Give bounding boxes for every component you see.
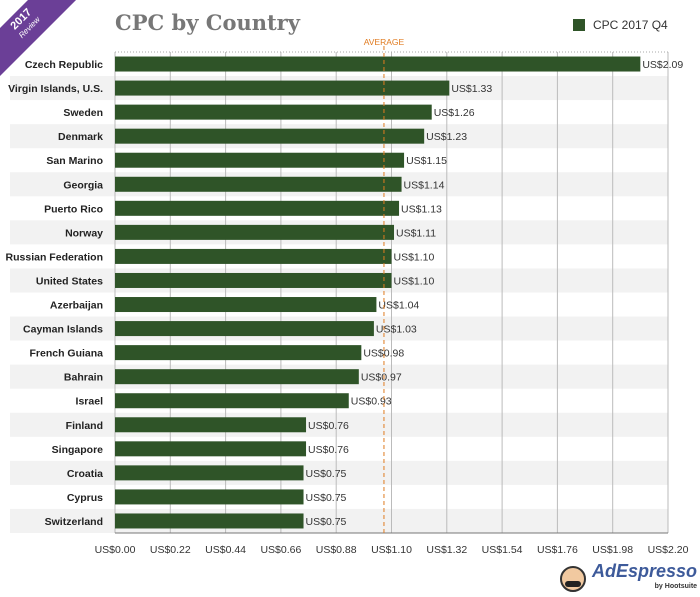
bar — [115, 152, 405, 168]
x-tick-label: US$0.44 — [205, 544, 246, 556]
legend-swatch — [573, 19, 585, 31]
category-label: Georgia — [63, 179, 103, 191]
chart-title: CPC by Country — [115, 10, 300, 35]
category-label: French Guiana — [29, 348, 103, 360]
category-label: San Marino — [46, 155, 103, 167]
bar — [115, 80, 450, 96]
category-label: Russian Federation — [6, 251, 103, 263]
logo-name: AdEspresso — [592, 561, 698, 581]
data-label: US$1.13 — [401, 203, 442, 215]
data-label: US$0.76 — [308, 420, 349, 432]
data-label: US$1.15 — [406, 155, 447, 167]
bar — [115, 248, 392, 264]
category-label: Finland — [66, 420, 103, 432]
category-label: Azerbaijan — [50, 300, 103, 312]
bar — [115, 513, 304, 529]
x-tick-label: US$1.32 — [426, 544, 467, 556]
bar — [115, 321, 374, 337]
data-label: US$0.93 — [351, 396, 392, 408]
data-label: US$1.11 — [396, 227, 436, 239]
data-label: US$1.10 — [394, 251, 435, 263]
x-tick-label: US$0.00 — [95, 544, 136, 556]
data-label: US$0.97 — [361, 372, 402, 384]
legend: CPC 2017 Q4 — [573, 18, 668, 32]
legend-label: CPC 2017 Q4 — [593, 18, 668, 32]
bar — [115, 176, 402, 192]
data-label: US$1.14 — [404, 179, 445, 191]
category-label: Cyprus — [67, 492, 103, 504]
x-tick-label: US$1.76 — [537, 544, 578, 556]
category-label: Czech Republic — [25, 59, 103, 71]
category-label: Puerto Rico — [44, 203, 103, 215]
bar — [115, 200, 400, 216]
category-label: Israel — [76, 396, 104, 408]
data-label: US$0.75 — [306, 468, 347, 480]
x-tick-label: US$1.10 — [371, 544, 412, 556]
adespresso-logo: AdEspresso by Hootsuite — [560, 561, 698, 595]
x-tick-label: US$1.54 — [482, 544, 523, 556]
bar — [115, 393, 349, 409]
bar — [115, 128, 425, 144]
bar — [115, 56, 641, 72]
data-label: US$1.33 — [451, 83, 492, 95]
bar — [115, 441, 307, 457]
category-label: Singapore — [52, 444, 104, 456]
data-label: US$0.75 — [306, 492, 347, 504]
bar — [115, 417, 307, 433]
x-tick-label: US$0.88 — [316, 544, 357, 556]
data-label: US$0.98 — [363, 348, 404, 360]
mascot-icon — [560, 566, 586, 592]
bar — [115, 224, 395, 240]
bar — [115, 345, 362, 361]
category-label: Bahrain — [64, 372, 103, 384]
bar — [115, 297, 377, 313]
x-tick-label: US$0.66 — [260, 544, 301, 556]
category-label: Sweden — [63, 107, 103, 119]
bar — [115, 104, 432, 120]
data-label: US$1.03 — [376, 324, 417, 336]
bar — [115, 272, 392, 288]
data-label: US$1.10 — [394, 275, 435, 287]
category-label: Denmark — [58, 131, 103, 143]
average-label: AVERAGE — [364, 37, 405, 47]
category-label: Cayman Islands — [23, 324, 103, 336]
data-label: US$2.09 — [642, 59, 683, 71]
data-label: US$1.26 — [434, 107, 475, 119]
data-label: US$1.23 — [426, 131, 467, 143]
bar — [115, 369, 359, 385]
category-label: Switzerland — [45, 516, 103, 528]
bar — [115, 489, 304, 505]
x-tick-label: US$0.22 — [150, 544, 191, 556]
x-tick-label: US$2.20 — [648, 544, 689, 556]
data-label: US$0.75 — [306, 516, 347, 528]
logo-by: by Hootsuite — [654, 583, 698, 590]
category-label: Croatia — [67, 468, 103, 480]
data-label: US$1.04 — [378, 300, 419, 312]
category-label: United States — [36, 275, 103, 287]
bar — [115, 465, 304, 481]
data-label: US$0.76 — [308, 444, 349, 456]
category-label: Norway — [65, 227, 103, 239]
x-tick-label: US$1.98 — [592, 544, 633, 556]
category-label: Virgin Islands, U.S. — [8, 83, 103, 95]
